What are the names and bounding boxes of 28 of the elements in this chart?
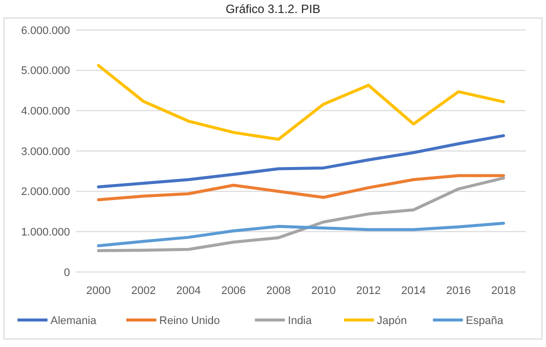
legend-label: Reino Unido — [159, 314, 220, 327]
y-tick-label: 6.000.000 — [21, 24, 70, 37]
y-tick-label: 1.000.000 — [21, 226, 70, 239]
line-series — [97, 176, 505, 252]
line-series — [97, 174, 505, 202]
legend-label: India — [288, 314, 313, 327]
y-tick-label: 4.000.000 — [21, 106, 70, 118]
x-tick-label: 2014 — [401, 285, 426, 297]
x-tick-label: 2018 — [491, 285, 516, 297]
legend-label: Alemania — [50, 314, 98, 327]
x-tick-label: 2016 — [446, 285, 471, 297]
legend-label: España — [466, 314, 504, 327]
line-series — [97, 134, 505, 188]
y-tick-label: 5.000.000 — [21, 65, 70, 78]
x-tick-label: 2010 — [311, 285, 336, 297]
line-series — [97, 64, 505, 141]
x-tick-label: 2000 — [86, 285, 111, 297]
y-tick-label: 3.000.000 — [21, 146, 70, 158]
line-series — [97, 222, 505, 248]
x-tick-label: 2002 — [131, 285, 156, 297]
y-tick-label: 0 — [64, 266, 70, 279]
legend-label: Japón — [376, 314, 407, 327]
x-tick-label: 2006 — [221, 285, 246, 297]
x-tick-label: 2008 — [266, 285, 291, 297]
x-tick-label: 2004 — [176, 285, 201, 297]
x-tick-label: 2012 — [356, 285, 381, 297]
y-tick-label: 2.000.000 — [21, 186, 70, 198]
chart-title: Gráfico 3.1.2. PIB — [226, 2, 320, 16]
